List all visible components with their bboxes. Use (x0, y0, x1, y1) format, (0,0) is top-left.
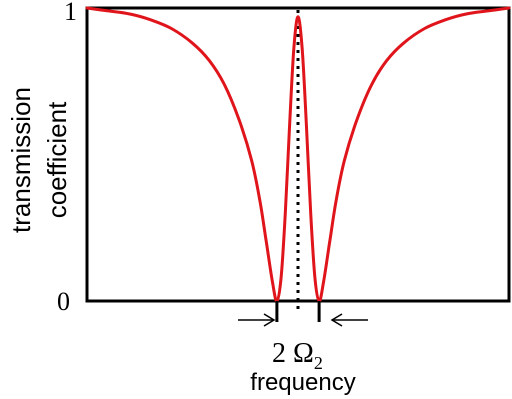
annotation-prefix: 2 (272, 338, 293, 369)
series-line (85, 6, 511, 303)
separation-annotation: 2 Ω2 (272, 338, 323, 373)
annotation-symbol: Ω (293, 338, 314, 369)
right-arrow-head (330, 313, 343, 327)
y-tick-label-bottom: 0 (57, 287, 70, 316)
y-tick-label-top: 1 (64, 0, 77, 26)
x-axis-label: frequency (250, 369, 355, 396)
annotation-subscript: 2 (314, 353, 323, 373)
y-axis-label-line2: coefficient (42, 101, 72, 218)
y-axis-label-line1: transmission (6, 87, 36, 233)
left-arrow-head (263, 313, 276, 327)
